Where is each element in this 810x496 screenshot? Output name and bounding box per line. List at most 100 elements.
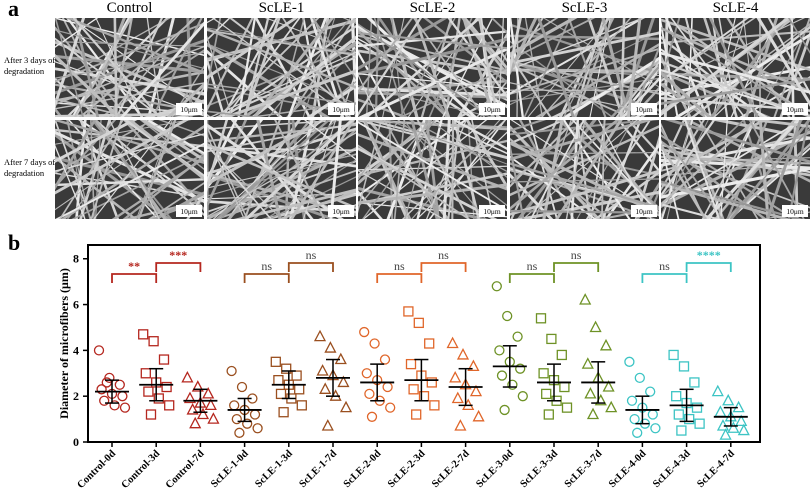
x-tick-label: ScLE-1-0d	[209, 448, 251, 490]
point	[557, 350, 566, 359]
point	[165, 401, 174, 410]
point	[253, 424, 262, 433]
significance-bracket	[687, 263, 731, 272]
point	[318, 365, 328, 375]
scale-bar-label: 10μm	[332, 207, 350, 216]
point	[407, 360, 416, 369]
column-title: Control	[107, 0, 153, 16]
point	[713, 386, 723, 396]
point	[492, 282, 501, 291]
point	[630, 415, 639, 424]
point	[147, 410, 156, 419]
point	[474, 411, 484, 421]
point	[448, 338, 458, 348]
point	[325, 343, 335, 353]
significance-label: ns	[659, 259, 670, 273]
row-label-line: After 3 days of	[4, 55, 55, 65]
point	[235, 428, 244, 437]
point	[232, 415, 241, 424]
point	[544, 410, 553, 419]
point	[315, 331, 325, 341]
point	[362, 369, 371, 378]
x-tick-label: Control-7d	[164, 448, 207, 491]
significance-label: ****	[697, 248, 721, 262]
point	[690, 378, 699, 387]
point	[628, 396, 637, 405]
y-tick-label: 8	[73, 252, 79, 266]
point	[118, 392, 127, 401]
significance-bracket	[554, 263, 598, 272]
point	[547, 334, 556, 343]
column-title: ScLE-3	[562, 0, 608, 16]
point	[495, 346, 504, 355]
significance-label: ns	[306, 248, 317, 262]
point	[723, 395, 733, 405]
x-tick-label: ScLE-4-7d	[695, 448, 737, 490]
point	[498, 371, 507, 380]
point	[560, 383, 569, 392]
scale-bar-label: 10μm	[483, 207, 501, 216]
y-tick-label: 6	[73, 298, 79, 312]
point	[208, 414, 218, 424]
point	[100, 396, 109, 405]
point	[279, 408, 288, 417]
scale-bar-label: 10μm	[332, 105, 350, 114]
significance-bracket	[377, 274, 421, 283]
x-tick-label: ScLE-2-0d	[342, 448, 384, 490]
row-label-line: degradation	[4, 168, 45, 178]
point	[227, 366, 236, 375]
scale-bar-label: 10μm	[635, 105, 653, 114]
point	[370, 339, 379, 348]
point	[121, 403, 130, 412]
significance-bracket	[642, 274, 686, 283]
point	[320, 384, 330, 394]
point	[674, 410, 683, 419]
significance-label: ns	[527, 259, 538, 273]
column-title: ScLE-1	[259, 0, 305, 16]
point	[430, 401, 439, 410]
x-tick-label: Control-0d	[75, 448, 118, 491]
x-tick-label: ScLE-3-3d	[519, 448, 561, 490]
significance-label: **	[128, 259, 140, 273]
point	[383, 383, 392, 392]
column-title: ScLE-2	[410, 0, 456, 16]
point	[542, 389, 551, 398]
point	[95, 346, 104, 355]
x-tick-label: ScLE-2-3d	[386, 448, 428, 490]
significance-bracket	[421, 263, 465, 272]
significance-label: ns	[261, 259, 272, 273]
point	[601, 340, 611, 350]
scale-bar-label: 10μm	[180, 105, 198, 114]
point	[503, 312, 512, 321]
point	[539, 369, 548, 378]
point	[368, 412, 377, 421]
point	[251, 410, 260, 419]
point	[425, 339, 434, 348]
scale-bar-label: 10μm	[786, 207, 804, 216]
point	[365, 389, 374, 398]
point	[323, 420, 333, 430]
point	[115, 380, 124, 389]
significance-bracket	[112, 274, 156, 283]
scale-bar-label: 10μm	[786, 105, 804, 114]
y-axis-label: Diameter of microfibers (μm)	[57, 268, 71, 419]
point	[409, 385, 418, 394]
point	[295, 385, 304, 394]
point	[625, 357, 634, 366]
point	[341, 402, 351, 412]
point	[412, 410, 421, 419]
point	[453, 393, 463, 403]
significance-label: ns	[394, 259, 405, 273]
x-tick-label: ScLE-4-0d	[607, 448, 649, 490]
panel-label: b	[8, 230, 20, 255]
scale-bar-label: 10μm	[635, 207, 653, 216]
column-title: ScLE-4	[713, 0, 759, 16]
significance-label: ns	[438, 248, 449, 262]
point	[669, 350, 678, 359]
panel-label: a	[8, 0, 19, 21]
point	[274, 376, 283, 385]
point	[271, 357, 280, 366]
point	[646, 387, 655, 396]
